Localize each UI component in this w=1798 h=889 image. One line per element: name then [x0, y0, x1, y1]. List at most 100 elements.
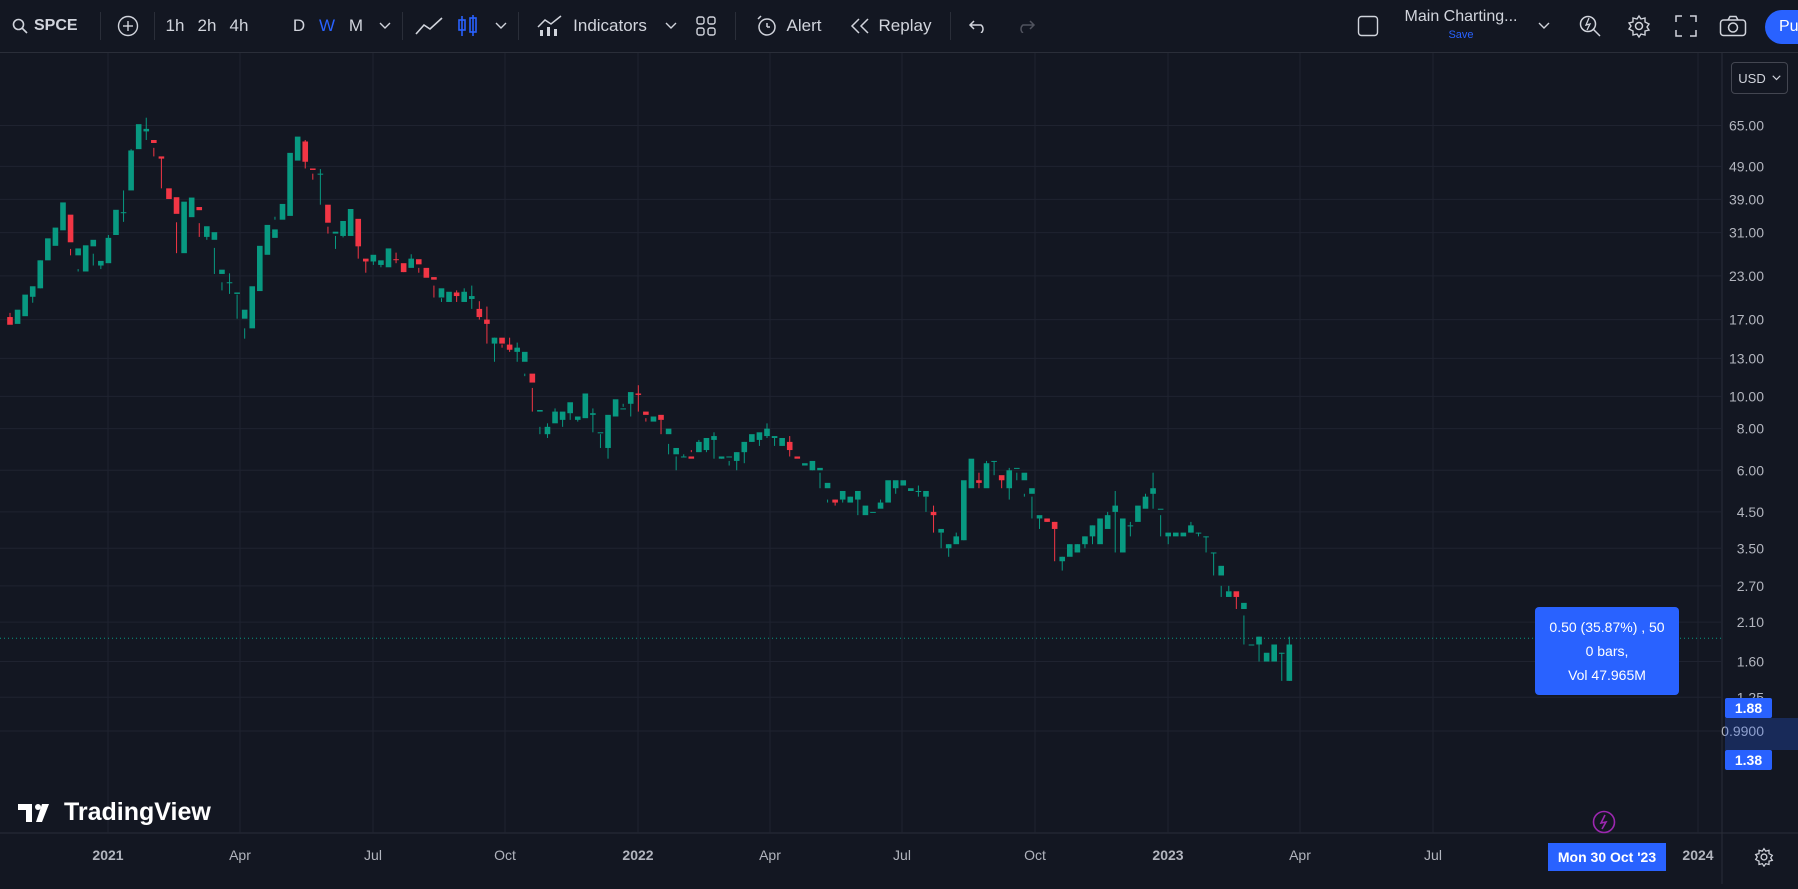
publish-button[interactable]: Pu — [1765, 10, 1798, 44]
layout-checkbox[interactable] — [1356, 0, 1380, 52]
candle — [733, 452, 740, 471]
candle-body — [310, 168, 316, 170]
candle-body — [431, 277, 437, 280]
candle-body — [143, 128, 150, 132]
price-tick-label: 10.00 — [1729, 388, 1764, 404]
candle — [862, 505, 869, 516]
candle-body — [1218, 565, 1224, 576]
candle — [839, 490, 846, 503]
candle-body — [1029, 488, 1035, 494]
candle-body — [749, 434, 755, 442]
candle-body — [620, 408, 626, 410]
interval-4h[interactable]: 4h — [226, 0, 252, 52]
interval-w-active[interactable]: W — [317, 0, 337, 52]
candle-body — [468, 296, 475, 299]
templates-button[interactable] — [693, 0, 719, 52]
candle — [1188, 521, 1194, 533]
candle — [559, 411, 566, 427]
settings-button[interactable] — [1625, 0, 1653, 52]
candle — [173, 197, 180, 254]
indicators-button[interactable]: Indicators — [536, 0, 648, 52]
separator — [518, 12, 519, 40]
candle-body — [370, 254, 377, 262]
candle — [908, 488, 914, 491]
interval-2h[interactable]: 2h — [194, 0, 220, 52]
add-circle-icon — [117, 15, 139, 37]
candle-body — [1119, 518, 1126, 553]
candle-body — [347, 209, 354, 236]
candle-body — [892, 480, 899, 489]
candle-body — [219, 269, 225, 274]
candle-body — [393, 259, 399, 261]
interval-1h[interactable]: 1h — [162, 0, 188, 52]
fullscreen-button[interactable] — [1672, 0, 1700, 52]
alert-button[interactable]: Alert — [750, 0, 826, 52]
chart-grid — [0, 53, 1798, 884]
chevron-down-icon — [495, 22, 507, 29]
time-tick-label: Oct — [1024, 847, 1046, 863]
symbol-search[interactable]: SPCE — [12, 0, 78, 52]
candle-body — [400, 263, 407, 273]
candle — [226, 273, 233, 294]
candle-body — [362, 258, 369, 262]
measure-tooltip: 0.50 (35.87%) , 50 0 bars, Vol 47.965M — [1535, 607, 1679, 695]
candle-body — [385, 248, 392, 268]
interval-dropdown[interactable] — [377, 0, 393, 52]
time-tick-label: 2024 — [1682, 847, 1713, 863]
candle-body — [574, 416, 581, 420]
candle — [431, 277, 437, 298]
candle — [325, 204, 331, 234]
chart-type-dropdown[interactable] — [493, 0, 509, 52]
candle — [855, 490, 861, 516]
candle-body — [158, 156, 165, 159]
candle-body — [1021, 472, 1028, 481]
candlestick-chart[interactable]: 65.00 49.00 39.00 31.00 23.00 17.00 13.00 10.00… — [0, 53, 1798, 884]
line-chart-button[interactable] — [413, 0, 445, 52]
interval-d[interactable]: D — [290, 0, 308, 52]
candle — [885, 480, 891, 503]
candle-body — [461, 291, 467, 302]
candle-body — [1074, 544, 1081, 553]
candle — [1195, 532, 1202, 537]
flash-icon[interactable] — [1592, 810, 1616, 834]
redo-button[interactable] — [1014, 0, 1038, 52]
candle-body — [930, 511, 937, 516]
candle — [711, 432, 717, 459]
axis-settings-button[interactable] — [1751, 844, 1777, 870]
tooltip-bars: 0 bars, — [1585, 643, 1629, 659]
quick-search-button[interactable] — [1576, 0, 1604, 52]
compare-symbol-button[interactable] — [116, 0, 140, 52]
candle — [287, 152, 293, 216]
indicators-dropdown[interactable] — [663, 0, 679, 52]
candle-body — [1241, 602, 1247, 610]
candle-body — [1014, 467, 1020, 469]
separator — [402, 12, 403, 40]
chart-pane[interactable]: 65.00 49.00 39.00 31.00 23.00 17.00 13.00 10.00… — [0, 53, 1798, 884]
candle-body — [953, 536, 960, 545]
candle — [196, 207, 203, 237]
currency-button[interactable]: USD — [1731, 62, 1788, 94]
candle-body — [756, 432, 763, 440]
candle — [1278, 652, 1285, 681]
candle-body — [491, 337, 498, 344]
candle — [7, 312, 13, 325]
candle-body — [1248, 644, 1255, 646]
candle-body — [635, 393, 642, 395]
layout-dropdown[interactable] — [1536, 0, 1552, 52]
candle — [1241, 602, 1247, 645]
crosshair-date-tag: Mon 30 Oct '23 — [1548, 843, 1666, 871]
interval-m[interactable]: M — [346, 0, 366, 52]
replay-button[interactable]: Replay — [848, 0, 932, 52]
undo-button[interactable] — [966, 0, 990, 52]
candle — [590, 408, 596, 433]
interval-label: D — [292, 16, 306, 35]
candle-body — [302, 141, 309, 162]
layout-name-button[interactable]: Main Charting... Save — [1396, 0, 1526, 52]
snapshot-button[interactable] — [1718, 0, 1748, 52]
chevron-down-icon — [1538, 22, 1550, 29]
candle — [877, 499, 884, 509]
candles-button[interactable] — [456, 0, 480, 52]
candle — [718, 456, 725, 459]
candle — [1036, 515, 1043, 529]
candle-body — [968, 458, 975, 489]
